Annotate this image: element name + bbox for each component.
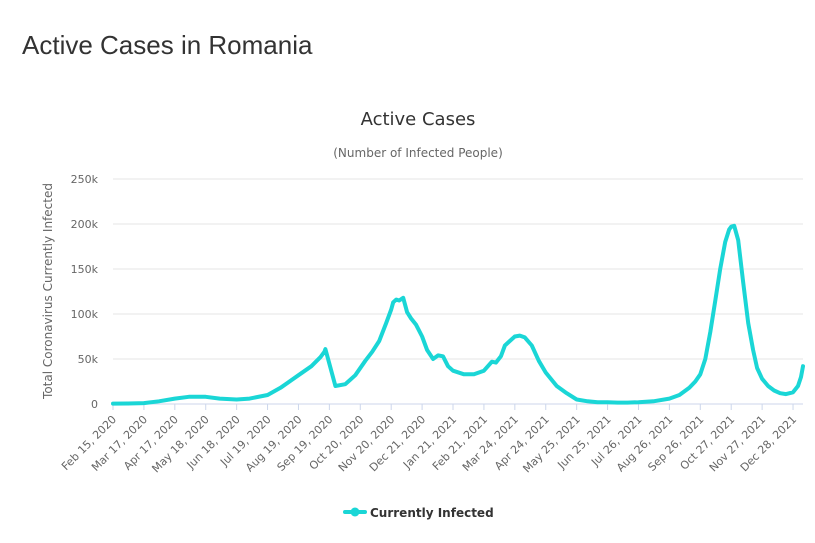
x-tick-label: Dec 28, 2021 [738,413,799,474]
y-tick-label: 100k [71,308,99,321]
y-tick-label: 250k [71,173,99,186]
y-tick-label: 50k [78,353,99,366]
y-tick-label: 200k [71,218,99,231]
legend-label: Currently Infected [370,506,494,520]
chart-title: Active Cases [361,109,476,130]
y-axis-ticks: 0 50k 100k 150k 200k 250k [71,173,99,411]
y-axis-label: Total Coronavirus Currently Infected [41,183,55,400]
series-line-currently-infected [111,223,805,406]
legend-marker [350,507,360,517]
chart-subtitle: (Number of Infected People) [333,146,503,160]
legend[interactable]: Currently Infected [343,506,494,520]
y-tick-label: 150k [71,263,99,276]
page-title: Active Cases in Romania [22,30,313,60]
grid-lines [113,178,803,405]
y-tick-label: 0 [91,398,98,411]
